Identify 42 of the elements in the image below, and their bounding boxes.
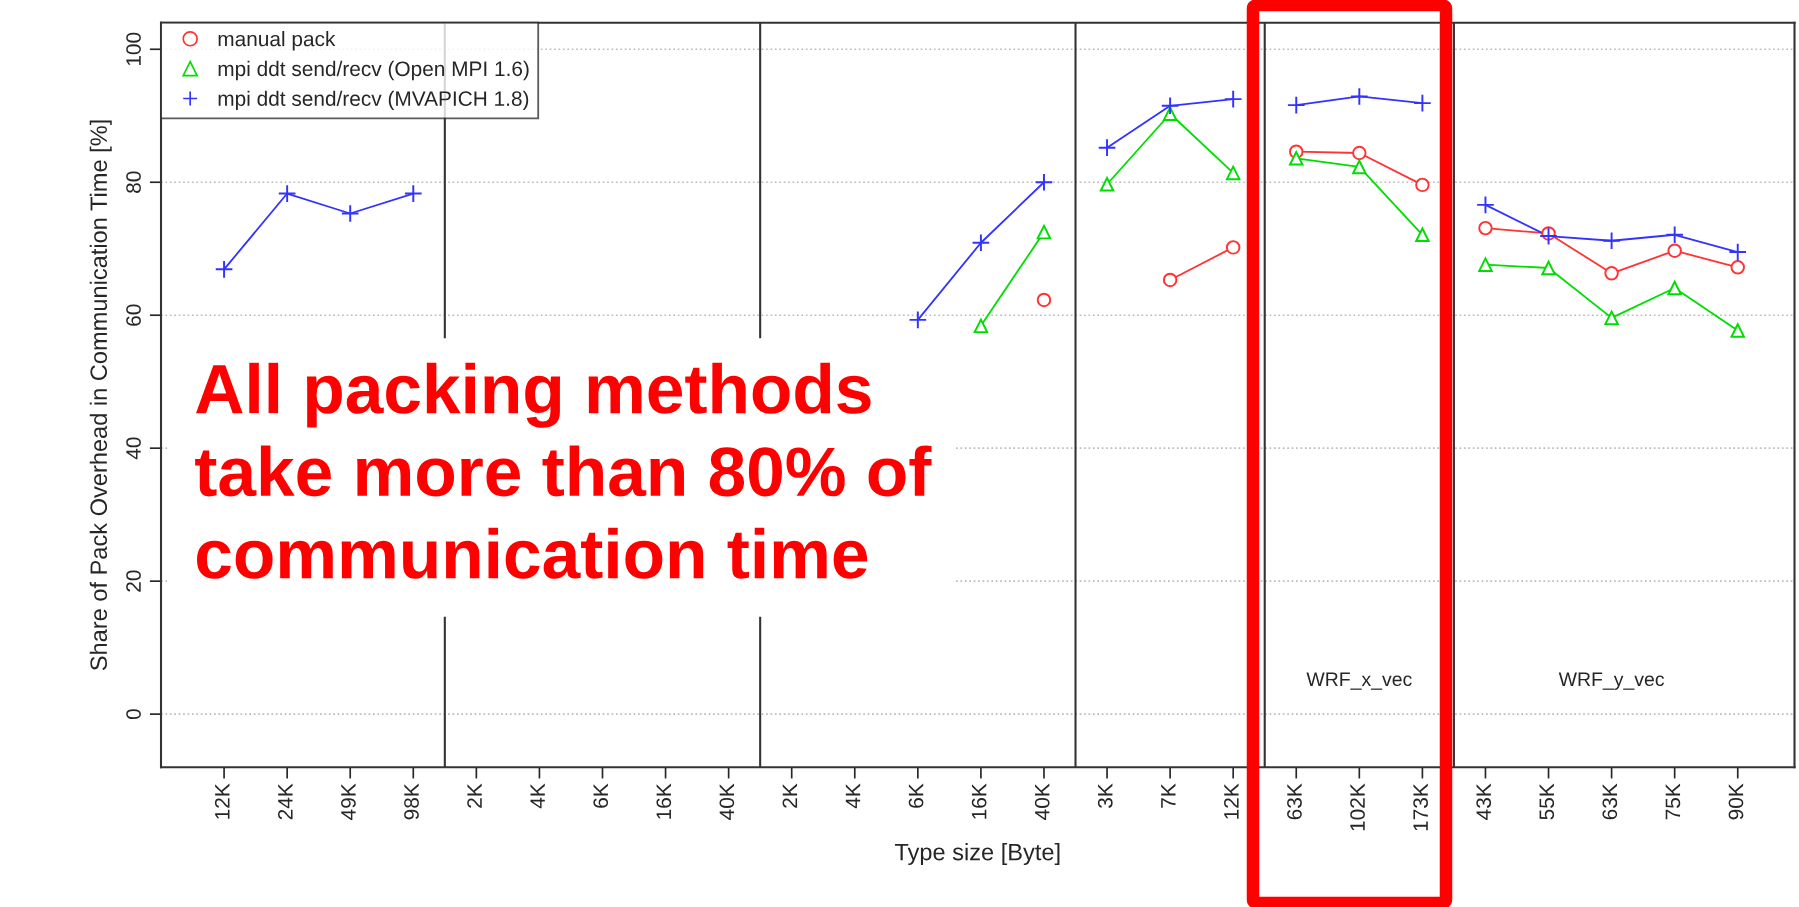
y-axis-title: Share of Pack Overhead in Communication Time [%]	[89, 120, 112, 671]
x-tick-label: 12K	[214, 783, 230, 819]
x-tick-label: 63K	[1287, 783, 1302, 820]
y-tick-label: 0	[126, 709, 141, 720]
x-tick-label: 49K	[341, 783, 356, 820]
legend-label: manual pack	[218, 31, 336, 51]
y-tick-label: 20	[126, 570, 141, 592]
x-axis-title: Type size [Byte]	[894, 843, 1060, 866]
x-tick-label: 2K	[782, 783, 798, 808]
x-tick-label: 55K	[1539, 783, 1555, 820]
x-tick-label: 40K	[1034, 783, 1050, 820]
y-tick-label: 80	[126, 171, 141, 193]
x-tick-label: 6K	[908, 783, 924, 808]
y-tick-label: 60	[126, 304, 141, 326]
legend-label: mpi ddt send/recv (MVAPICH 1.8)	[218, 90, 529, 111]
legend-label: mpi ddt send/recv (Open MPI 1.6)	[218, 60, 529, 81]
x-tick-label: 43K	[1476, 783, 1492, 820]
x-tick-label: 63K	[1602, 783, 1618, 820]
annotation: All packing methods take more than 80% of communication time	[195, 362, 932, 579]
x-tick-label: 7K	[1161, 783, 1176, 808]
x-tick-label: 90K	[1728, 783, 1744, 820]
x-tick-label: 3K	[1097, 783, 1113, 808]
point	[1667, 280, 1682, 296]
x-tick-label: 98K	[404, 783, 419, 820]
y-tick-label: 100	[126, 32, 141, 66]
x-tick-label: 102K	[1350, 783, 1365, 831]
x-tick-label: 2K	[467, 783, 482, 808]
x-tick-label: 6K	[593, 783, 609, 808]
annotation: WRF_y_vec	[1558, 672, 1665, 690]
x-tick-label: 75K	[1665, 783, 1681, 820]
y-tick-label: 40	[126, 437, 141, 460]
x-tick-label: 173K	[1413, 783, 1428, 831]
x-tick-label: 4K	[845, 783, 861, 809]
x-tick-label: 24K	[277, 783, 293, 820]
x-tick-label: 40K	[719, 783, 735, 820]
x-tick-label: 12K	[1224, 783, 1239, 819]
x-tick-label: 16K	[656, 783, 672, 819]
x-tick-label: 16K	[971, 783, 987, 819]
x-tick-label: 4K	[530, 783, 545, 809]
point	[1604, 310, 1619, 326]
point	[1730, 323, 1745, 338]
annotation: WRF_x_vec	[1306, 672, 1412, 690]
